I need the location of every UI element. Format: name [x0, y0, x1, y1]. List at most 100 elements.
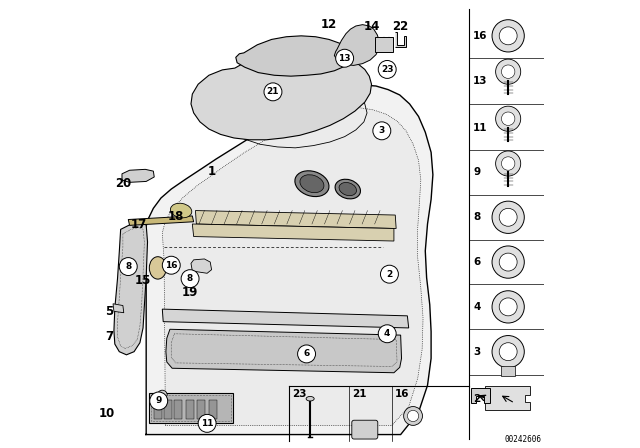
Circle shape [495, 59, 521, 84]
Circle shape [119, 258, 137, 276]
Bar [209, 400, 217, 419]
Circle shape [502, 157, 515, 170]
Text: 1: 1 [207, 164, 216, 178]
Circle shape [378, 60, 396, 78]
Polygon shape [471, 388, 490, 403]
Ellipse shape [408, 410, 419, 422]
Circle shape [499, 343, 517, 361]
Circle shape [495, 106, 521, 131]
Polygon shape [128, 216, 194, 225]
Text: 21: 21 [352, 389, 367, 399]
Circle shape [499, 27, 517, 45]
Bar [164, 400, 172, 419]
Ellipse shape [170, 203, 192, 218]
Circle shape [163, 256, 180, 274]
Bar [150, 395, 231, 421]
Polygon shape [113, 304, 124, 313]
Circle shape [499, 298, 517, 316]
Text: 2: 2 [387, 270, 392, 279]
Text: 18: 18 [168, 210, 184, 223]
Polygon shape [334, 25, 379, 65]
Polygon shape [163, 108, 423, 426]
Text: 4: 4 [473, 302, 481, 312]
Circle shape [492, 291, 524, 323]
Polygon shape [145, 85, 433, 435]
Bar [374, 37, 394, 52]
Ellipse shape [295, 171, 329, 197]
Polygon shape [192, 224, 394, 241]
Ellipse shape [404, 407, 422, 426]
Circle shape [499, 253, 517, 271]
Text: 12: 12 [321, 18, 337, 31]
Polygon shape [396, 32, 406, 47]
Circle shape [492, 20, 524, 52]
Circle shape [336, 49, 354, 67]
Text: 17: 17 [131, 218, 147, 232]
Polygon shape [236, 36, 355, 76]
Circle shape [492, 246, 524, 278]
Text: 23: 23 [381, 65, 394, 74]
Circle shape [492, 201, 524, 233]
Polygon shape [191, 259, 212, 273]
Polygon shape [195, 211, 396, 228]
Text: 22: 22 [392, 20, 409, 34]
Ellipse shape [339, 182, 356, 196]
Circle shape [502, 112, 515, 125]
Text: 7: 7 [106, 330, 113, 344]
Text: 10: 10 [99, 406, 115, 420]
Circle shape [380, 265, 398, 283]
Circle shape [378, 325, 396, 343]
Text: 9: 9 [473, 168, 481, 177]
Text: 20: 20 [115, 177, 131, 190]
Bar [502, 366, 515, 376]
Ellipse shape [306, 396, 314, 401]
Text: 8: 8 [125, 262, 131, 271]
Text: 9: 9 [156, 396, 162, 405]
Text: 16: 16 [165, 261, 177, 270]
Circle shape [373, 122, 391, 140]
Polygon shape [485, 386, 530, 410]
Circle shape [492, 336, 524, 368]
Text: 6: 6 [473, 257, 481, 267]
Bar [149, 393, 233, 423]
Bar [186, 400, 194, 419]
Circle shape [502, 65, 515, 78]
Polygon shape [122, 169, 154, 182]
Ellipse shape [300, 175, 324, 193]
Text: 3: 3 [379, 126, 385, 135]
Circle shape [150, 392, 168, 410]
Text: 3: 3 [473, 347, 481, 357]
Text: 8: 8 [473, 212, 481, 222]
Polygon shape [191, 53, 371, 140]
Text: 11: 11 [201, 419, 213, 428]
Text: 00242606: 00242606 [505, 435, 541, 444]
Circle shape [499, 208, 517, 226]
Circle shape [298, 345, 316, 363]
Text: 14: 14 [364, 20, 380, 34]
Ellipse shape [335, 179, 360, 199]
Bar [174, 400, 182, 419]
Text: 5: 5 [106, 305, 113, 318]
Circle shape [264, 83, 282, 101]
FancyBboxPatch shape [352, 420, 378, 439]
Polygon shape [163, 309, 409, 328]
Text: 6: 6 [303, 349, 310, 358]
Text: 4: 4 [384, 329, 390, 338]
Ellipse shape [157, 390, 167, 400]
Polygon shape [166, 329, 401, 373]
Bar [197, 400, 205, 419]
Text: 11: 11 [473, 123, 488, 133]
Text: 13: 13 [339, 54, 351, 63]
Text: 21: 21 [267, 87, 279, 96]
Polygon shape [114, 223, 148, 355]
Circle shape [198, 414, 216, 432]
Text: 2: 2 [473, 394, 481, 404]
Text: 16: 16 [473, 31, 488, 41]
Bar [154, 400, 163, 419]
Ellipse shape [149, 257, 166, 279]
Text: 13: 13 [473, 76, 488, 86]
Text: 15: 15 [135, 273, 151, 287]
Text: 19: 19 [182, 286, 198, 299]
Text: 16: 16 [395, 389, 410, 399]
Text: 23: 23 [292, 389, 307, 399]
